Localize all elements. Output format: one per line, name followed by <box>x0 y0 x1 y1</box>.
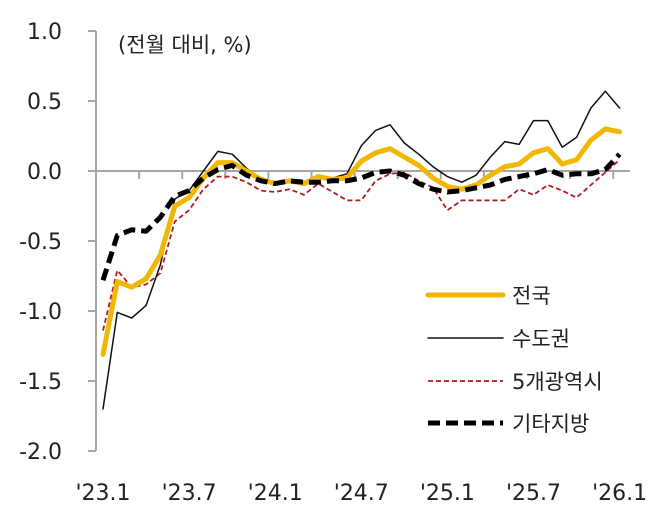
legend-label: 기타지방 <box>512 412 589 436</box>
y-tick-label: -2.0 <box>19 440 62 465</box>
series-line-3 <box>100 152 622 281</box>
series-line-2 <box>102 159 621 331</box>
y-tick-label: -1.0 <box>19 300 62 325</box>
unit-label: (전월 대비, %) <box>118 33 252 57</box>
x-tick-label: '26.1 <box>592 481 647 506</box>
y-tick-label: -0.5 <box>19 230 62 255</box>
series-lines <box>100 90 623 410</box>
y-tick-label: 1.0 <box>27 20 62 45</box>
x-tick-label: '25.7 <box>506 481 561 506</box>
series-line-0 <box>100 126 623 357</box>
x-tick-label: '23.1 <box>75 481 130 506</box>
x-tick-label: '25.1 <box>420 481 475 506</box>
x-tick-label: '24.7 <box>334 481 389 506</box>
x-tick-label: '23.7 <box>162 481 217 506</box>
legend-label: 5개광역시 <box>512 370 603 394</box>
y-tick-label: 0.5 <box>27 90 62 115</box>
x-tick-label: '24.1 <box>248 481 303 506</box>
legend-label: 전국 <box>512 284 551 308</box>
y-tick-label: -1.5 <box>19 370 62 395</box>
y-axis <box>88 30 97 452</box>
y-tick-label: 0.0 <box>27 160 62 185</box>
x-tick-labels: '23.1 '23.7 '24.1 '24.7 '25.1 '25.7 '26.1 <box>75 481 647 506</box>
legend-label: 수도권 <box>512 327 570 351</box>
y-tick-labels: 1.0 0.5 0.0 -0.5 -1.0 -1.5 -2.0 <box>19 20 62 465</box>
series-line-1 <box>102 90 621 410</box>
